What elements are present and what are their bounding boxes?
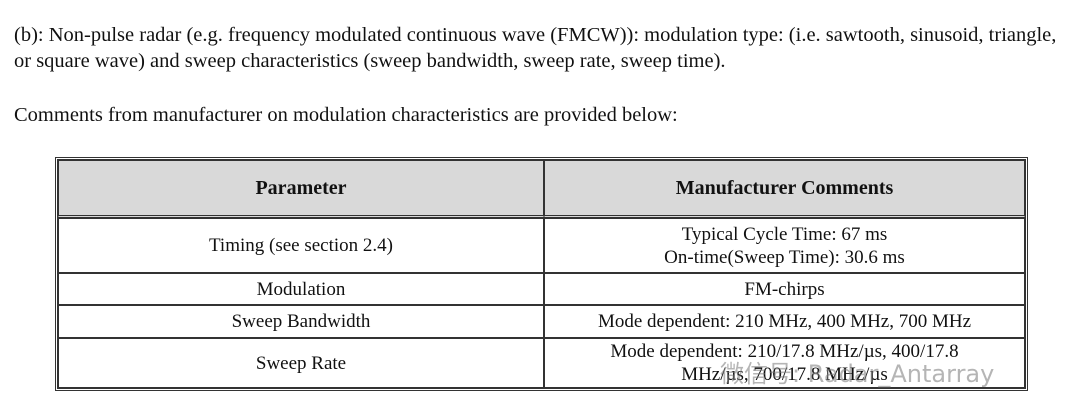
table-row: Sweep Rate Mode dependent: 210/17.8 MHz/µ…: [58, 338, 1025, 388]
parameter-cell: Modulation: [58, 273, 544, 305]
parameter-cell: Sweep Rate: [58, 338, 544, 388]
header-cell: Manufacturer Comments: [544, 160, 1025, 218]
comments-cell: Mode dependent: 210 MHz, 400 MHz, 700 MH…: [544, 305, 1025, 338]
table-row: Timing (see section 2.4) Typical Cycle Ti…: [58, 218, 1025, 273]
comments-cell: Typical Cycle Time: 67 ms On-time(Sweep T…: [544, 218, 1025, 273]
paragraph: (b): Non-pulse radar (e.g. frequency mod…: [14, 24, 1057, 72]
comment-line: MHz/µs, 700/17.8 MHz/µs: [681, 364, 888, 385]
parameter-cell: Timing (see section 2.4): [58, 218, 544, 273]
comments-cell: Mode dependent: 210/17.8 MHz/µs, 400/17.…: [544, 338, 1025, 388]
comment-line: Mode dependent: 210/17.8 MHz/µs, 400/17.…: [610, 341, 959, 362]
paragraph: Comments from manufacturer on modulation…: [14, 104, 678, 126]
table-row: Sweep Bandwidth Mode dependent: 210 MHz, …: [58, 305, 1025, 338]
comment-line: Typical Cycle Time: 67 ms: [681, 223, 888, 245]
comments-cell: FM-chirps: [544, 273, 1025, 305]
comment-line: Mode dependent: 210 MHz, 400 MHz, 700 MH…: [597, 311, 972, 332]
parameter-cell: Sweep Bandwidth: [58, 305, 544, 338]
comment-line: On-time(Sweep Time): 30.6 ms: [664, 246, 905, 268]
comment-line: FM-chirps: [744, 278, 825, 300]
table-row: Modulation FM-chirps: [58, 273, 1025, 305]
table: Parameter Manufacturer Comments Timing (…: [55, 157, 1028, 391]
header-cell: Parameter: [58, 160, 544, 218]
table-body: Timing (see section 2.4) Typical Cycle Ti…: [58, 218, 1025, 388]
watermark: 微信号: Radar_Antarray: [720, 360, 995, 388]
